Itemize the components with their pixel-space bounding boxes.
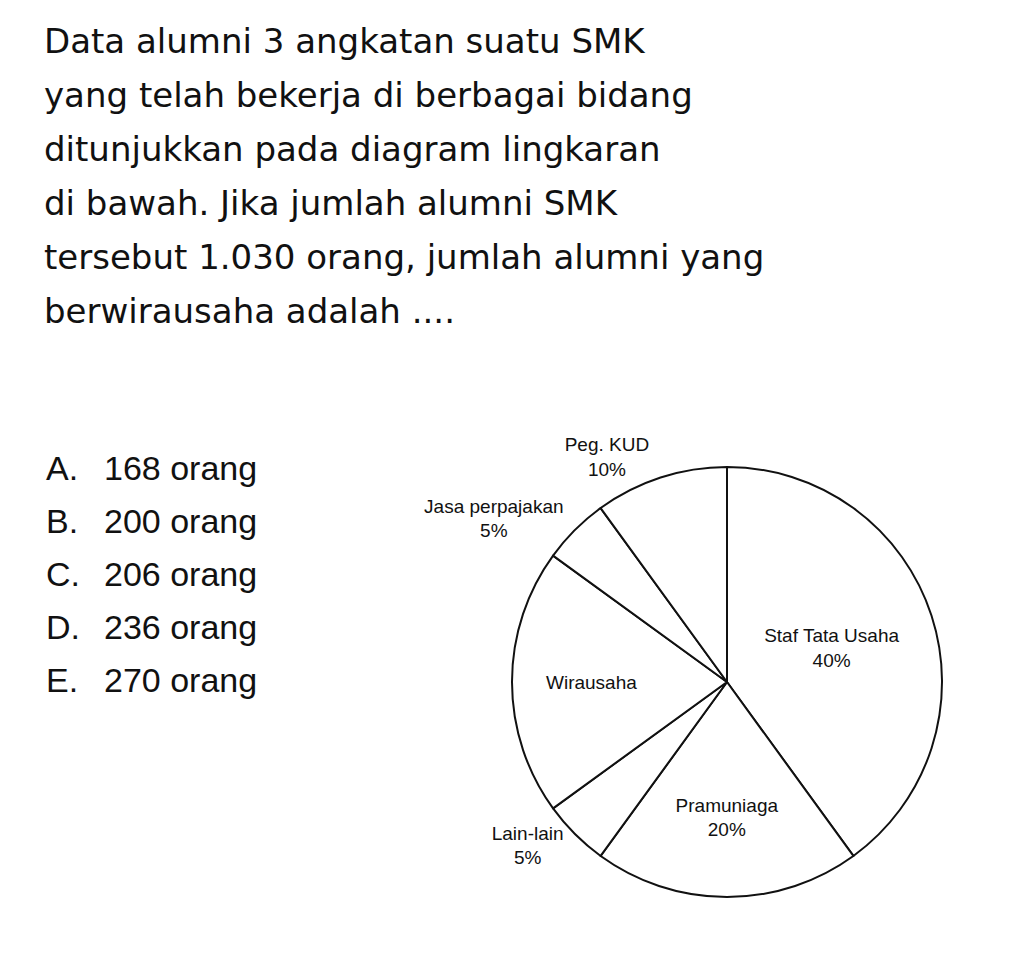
html-text:C.: C. [46, 555, 80, 593]
html-text:D.: D. [46, 608, 80, 646]
html-text:di bawah. Jika jumlah alumni S: di bawah. Jika jumlah alumni SMK [44, 183, 617, 223]
html-text:206 orang: 206 orang [104, 555, 258, 593]
html-text:E.: E. [46, 661, 79, 699]
html-text:tersebut 1.030 orang, jumlah a: tersebut 1.030 orang, jumlah alumni yang [44, 237, 765, 277]
svg-text:Staf Tata Usaha40%: Staf Tata Usaha40% [764, 625, 899, 671]
svg-text:Pramuniaga20%: Pramuniaga20% [676, 795, 779, 841]
html-text:A.: A. [46, 449, 79, 487]
html-text:Data alumni 3 angkatan suatu S: Data alumni 3 angkatan suatu SMK [44, 21, 645, 61]
html-text:berwirausaha adalah ....: berwirausaha adalah .... [44, 291, 455, 331]
svg-text:Peg. KUD10%: Peg. KUD10% [565, 434, 649, 480]
svg-text:Wirausaha: Wirausaha [546, 672, 637, 693]
svg-text:Jasa perpajakan5%: Jasa perpajakan5% [424, 496, 563, 542]
html-text:270 orang: 270 orang [104, 661, 258, 699]
html-text:168 orang: 168 orang [104, 449, 258, 487]
svg-text:Lain-lain5%: Lain-lain5% [492, 823, 564, 869]
html-text:200 orang: 200 orang [104, 502, 258, 540]
html-text:B.: B. [46, 502, 79, 540]
html-text:yang telah bekerja di berbagai: yang telah bekerja di berbagai bidang [44, 75, 693, 115]
html-text:ditunjukkan pada diagram lingk: ditunjukkan pada diagram lingkaran [44, 129, 661, 169]
html-text:236 orang: 236 orang [104, 608, 258, 646]
